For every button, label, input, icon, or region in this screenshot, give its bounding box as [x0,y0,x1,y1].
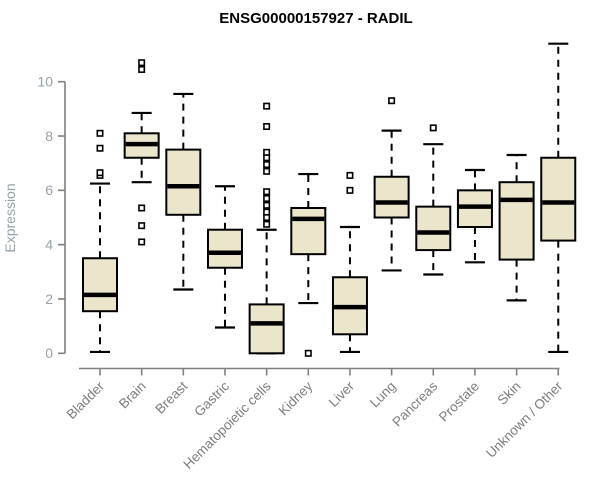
box-group-kidney [290,172,327,357]
box-group-bladder [82,129,118,354]
outlier-point [96,169,104,177]
y-tick-label: 8 [45,128,53,144]
box-group-gastric [206,185,243,329]
y-tick-label: 4 [45,236,53,252]
box-group-hematopoietic-cells [248,102,285,355]
box-rect [82,257,118,313]
x-category-label: Lung [367,379,399,411]
outlier-point [263,220,271,228]
x-category-label: Skin [495,379,524,408]
x-category-label: Unknown / Other [483,378,566,461]
outlier-point [138,238,146,246]
x-category-label: Breast [152,378,190,416]
box-group-breast [165,92,202,291]
box-rect [498,181,535,261]
outlier-point [138,65,146,73]
box-group-unknown-other [540,42,577,354]
x-category-label: Bladder [64,378,108,422]
x-category-label: Prostate [436,379,482,425]
x-category-label: Gastric [191,378,232,419]
x-category-label: Liver [326,378,358,410]
outlier-point [138,59,146,67]
box-rect [206,228,243,269]
box-rect [290,206,327,256]
outlier-point [263,214,271,222]
outlier-point [388,97,396,105]
box-group-skin [498,153,535,302]
box-rect [373,175,410,219]
outlier-point [346,186,354,194]
x-category-label: Brain [116,379,149,412]
box-group-lung [373,97,410,272]
y-tick-label: 2 [45,291,53,307]
outlier-point [263,194,271,202]
outlier-point [263,154,271,162]
outlier-point [96,144,104,152]
outlier-point [263,188,271,196]
outlier-point [263,167,271,175]
outlier-point [263,102,271,110]
outlier-point [263,161,271,169]
box-group-pancreas [415,124,452,276]
outlier-point [263,201,271,209]
box-rect [540,156,577,242]
box-group-brain [123,59,160,246]
y-tick-label: 6 [45,182,53,198]
outlier-point [138,204,146,212]
outlier-point [429,124,437,132]
x-category-label: Kidney [276,378,316,418]
box-series [82,42,577,357]
box-rect [165,148,202,216]
outlier-point [138,222,146,230]
outlier-point [263,208,271,216]
outlier-point [96,129,104,137]
y-tick-label: 0 [45,345,53,361]
x-category-label: Pancreas [389,378,440,429]
chart-title: ENSG00000157927 - RADIL [219,10,412,27]
y-tick-label: 10 [37,74,53,90]
box-group-liver [331,171,368,354]
outlier-point [263,148,271,156]
outlier-point [263,123,271,131]
box-rect [415,205,452,252]
outlier-point [346,171,354,179]
y-axis-title: Expression [2,183,18,252]
outlier-point [304,349,312,357]
box-rect [248,303,285,355]
box-group-prostate [456,168,493,264]
